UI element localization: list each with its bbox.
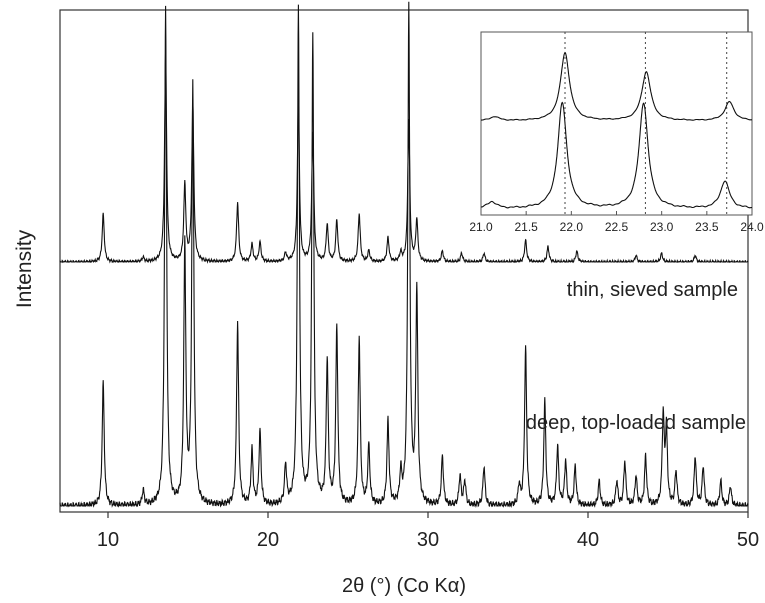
inset-x-tick-label: 23.5 [695, 220, 719, 234]
inset-x-tick-label: 21.0 [469, 220, 493, 234]
series-thin-sieved [59, 51, 749, 264]
inset-frame [480, 31, 753, 216]
inset-x-tick-label: 23.0 [650, 220, 674, 234]
inset-x-tick-label: 22.5 [605, 220, 629, 234]
x-axis-label: 2θ (°) (Co Kα) [342, 575, 466, 597]
annotation-deep-top-loaded: deep, top-loaded sample [526, 412, 746, 434]
inset-series-deep-top-loaded [481, 101, 753, 209]
x-tick-label: 10 [97, 529, 119, 551]
inset-series-thin-sieved [481, 51, 752, 121]
inset-x-tick-label: 22.0 [560, 220, 584, 234]
inset-x-tick-label: 24.0 [740, 220, 764, 234]
inset-x-tick-label: 21.5 [514, 220, 538, 234]
annotation-thin-sieved: thin, sieved sample [567, 279, 738, 301]
series-deep-top-loaded [59, 1, 749, 509]
x-tick-label: 50 [737, 529, 759, 551]
x-tick-label: 20 [257, 529, 279, 551]
x-tick-label: 40 [577, 529, 599, 551]
x-tick-label: 30 [417, 529, 439, 551]
y-axis-label: Intensity [13, 229, 36, 308]
